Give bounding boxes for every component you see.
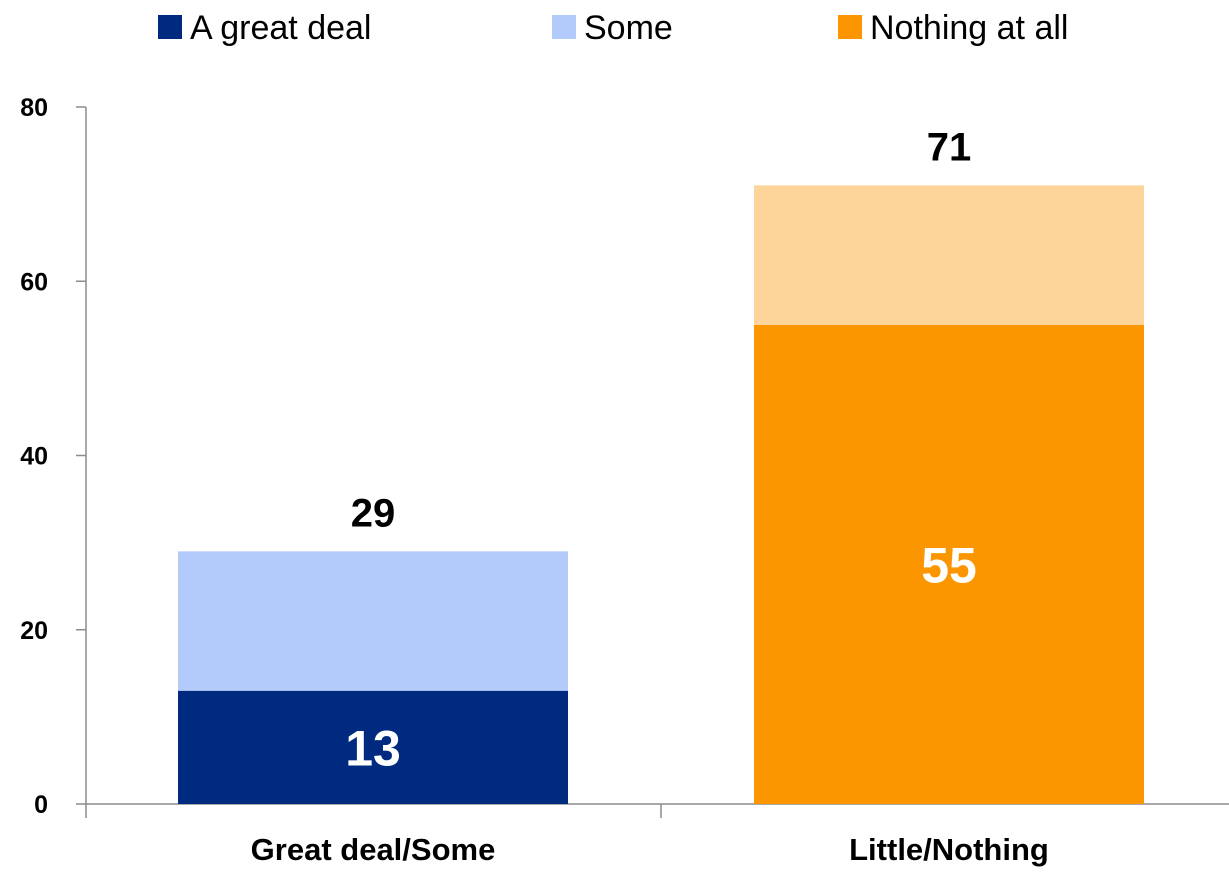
x-category-label-1: Little/Nothing: [849, 832, 1049, 867]
bar-0-segment-1: [178, 551, 568, 691]
bar-0-segment-0-label: 13: [345, 720, 401, 776]
legend-label-0: A great deal: [190, 9, 371, 47]
legend-label-1: Some: [584, 9, 673, 47]
legend-label-2: Nothing at all: [870, 9, 1068, 47]
y-tick-label-2: 40: [20, 443, 48, 471]
bar-1-segment-0-label: 55: [921, 537, 977, 593]
bar-1-segment-1: [754, 185, 1144, 325]
labels: 13 29 Great deal/Some 55 71 Little/Nothing: [251, 125, 1049, 867]
legend-swatch-2: [838, 15, 862, 39]
y-tick-label-3: 60: [20, 268, 48, 296]
bar-1-segment-0: [754, 324, 1144, 804]
legend-swatch-0: [158, 15, 182, 39]
bars: [178, 185, 1144, 804]
legend-swatch-1: [552, 15, 576, 39]
bar-0-total-label: 29: [351, 491, 396, 535]
y-tick-label-1: 20: [20, 617, 48, 645]
y-tick-label-0: 0: [34, 791, 48, 819]
x-category-label-0: Great deal/Some: [251, 832, 496, 867]
bar-0-segment-0: [178, 690, 568, 804]
y-tick-label-4: 80: [20, 94, 48, 122]
legend: A great deal Some Nothing at all: [158, 9, 1068, 47]
bar-1-total-label: 71: [927, 125, 972, 169]
